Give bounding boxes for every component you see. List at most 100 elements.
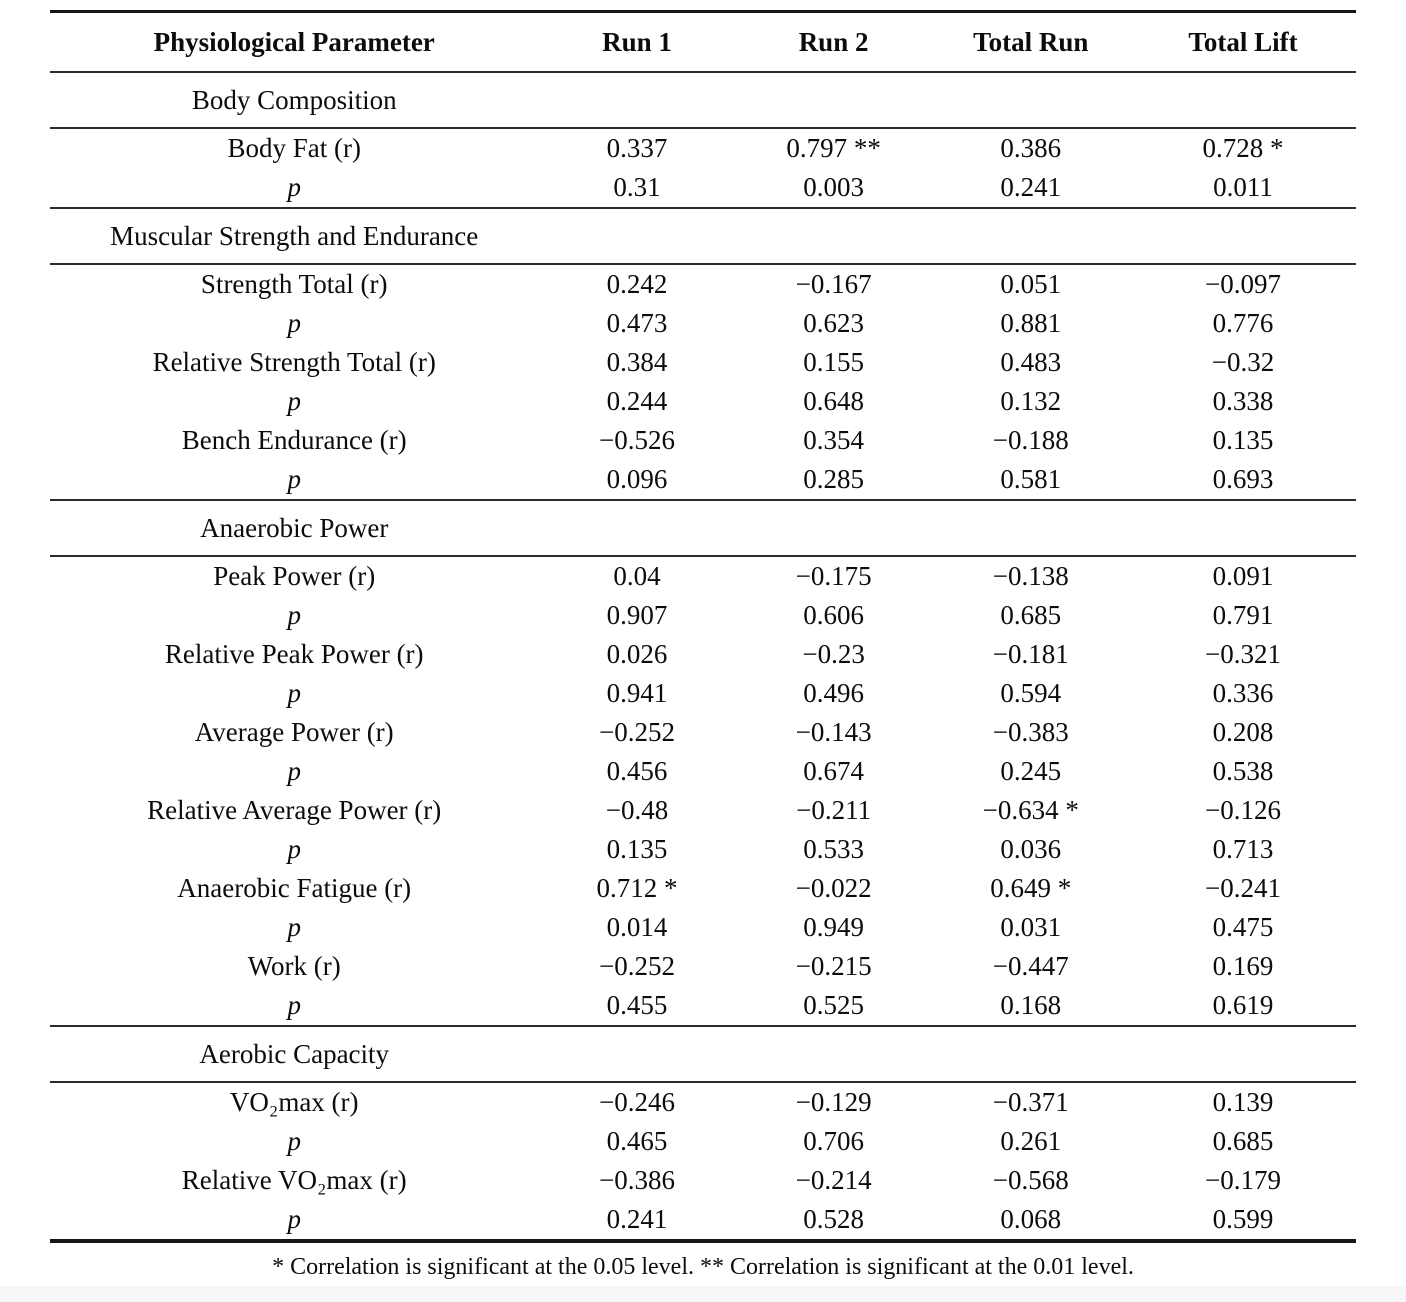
p-value-cell: 0.132 bbox=[1000, 386, 1062, 416]
r-value-row: Strength Total (r) 0.242 −0.167 0.051 −0.097 bbox=[50, 264, 1356, 304]
r-value-cell: −0.129 bbox=[795, 1087, 872, 1117]
p-value-cell: 0.685 bbox=[1212, 1126, 1274, 1156]
p-value-cell: 0.693 bbox=[1212, 464, 1274, 494]
p-value-cell: 0.245 bbox=[1000, 756, 1062, 786]
p-label-cell: p bbox=[287, 756, 301, 786]
p-value-cell: 0.941 bbox=[606, 678, 668, 708]
r-value-cell: −0.526 bbox=[599, 425, 676, 455]
r-value-cell: −0.383 bbox=[992, 717, 1069, 747]
r-value-cell: −0.211 bbox=[796, 795, 872, 825]
section-header-row: Anaerobic Power bbox=[50, 499, 1356, 557]
r-value-cell: 0.139 bbox=[1212, 1087, 1274, 1117]
p-value-cell: 0.31 bbox=[613, 172, 661, 202]
p-value-cell: 0.685 bbox=[1000, 600, 1062, 630]
p-value-cell: 0.096 bbox=[606, 464, 668, 494]
r-value-cell: 0.728 * bbox=[1202, 133, 1284, 163]
r-value-cell: −0.634 * bbox=[982, 795, 1079, 825]
p-value-row: p 0.455 0.525 0.168 0.619 bbox=[50, 986, 1356, 1026]
p-value-cell: 0.881 bbox=[1000, 308, 1062, 338]
r-value-cell: 0.386 bbox=[1000, 133, 1062, 163]
p-value-row: p 0.135 0.533 0.036 0.713 bbox=[50, 830, 1356, 869]
section-title: Anaerobic Power bbox=[50, 499, 539, 557]
param-cell: Bench Endurance (r) bbox=[181, 425, 407, 455]
r-value-cell: −0.32 bbox=[1211, 347, 1275, 377]
r-value-cell: −0.167 bbox=[795, 269, 872, 299]
r-value-row: Relative Peak Power (r) 0.026 −0.23 −0.181 −… bbox=[50, 635, 1356, 674]
p-value-cell: 0.648 bbox=[803, 386, 864, 416]
p-value-cell: 0.241 bbox=[606, 1204, 668, 1234]
p-label-cell: p bbox=[287, 990, 301, 1020]
column-header: Total Lift bbox=[1130, 11, 1356, 73]
p-label-cell: p bbox=[287, 834, 301, 864]
r-value-cell: 0.354 bbox=[803, 425, 864, 455]
p-value-row: p 0.244 0.648 0.132 0.338 bbox=[50, 382, 1356, 421]
p-label-cell: p bbox=[287, 912, 301, 942]
empty-cell bbox=[1130, 207, 1356, 265]
r-value-cell: −0.179 bbox=[1205, 1165, 1281, 1195]
r-value-cell: −0.252 bbox=[599, 951, 676, 981]
column-header: Run 1 bbox=[538, 11, 736, 73]
r-value-row: VO₂max (r) −0.246 −0.129 −0.371 0.139 bbox=[50, 1082, 1356, 1122]
section-header-row: Body Composition bbox=[50, 71, 1356, 129]
p-value-cell: 0.538 bbox=[1212, 756, 1274, 786]
r-value-row: Bench Endurance (r) −0.526 0.354 −0.188 0.13… bbox=[50, 421, 1356, 460]
empty-cell bbox=[538, 207, 736, 265]
p-value-cell: 0.674 bbox=[803, 756, 864, 786]
p-value-cell: 0.528 bbox=[803, 1204, 864, 1234]
p-label-cell: p bbox=[287, 600, 301, 630]
r-value-cell: −0.175 bbox=[795, 561, 872, 591]
p-value-cell: 0.336 bbox=[1212, 678, 1274, 708]
r-value-cell: 0.026 bbox=[606, 639, 668, 669]
r-value-cell: 0.712 * bbox=[596, 873, 678, 903]
section-title: Aerobic Capacity bbox=[50, 1025, 539, 1083]
empty-cell bbox=[931, 1025, 1131, 1083]
r-value-cell: −0.48 bbox=[605, 795, 669, 825]
p-value-cell: 0.014 bbox=[606, 912, 668, 942]
empty-cell bbox=[1130, 1025, 1356, 1083]
p-value-cell: 0.011 bbox=[1213, 172, 1273, 202]
section-header-row: Muscular Strength and Endurance bbox=[50, 207, 1356, 265]
p-value-cell: 0.949 bbox=[803, 912, 864, 942]
empty-cell bbox=[538, 1025, 736, 1083]
p-value-cell: 0.623 bbox=[803, 308, 864, 338]
r-value-cell: −0.386 bbox=[599, 1165, 676, 1195]
r-value-cell: −0.321 bbox=[1205, 639, 1281, 669]
empty-cell bbox=[1130, 499, 1356, 557]
p-value-cell: 0.533 bbox=[803, 834, 864, 864]
r-value-cell: −0.371 bbox=[992, 1087, 1069, 1117]
r-value-cell: −0.23 bbox=[802, 639, 865, 669]
p-value-cell: 0.244 bbox=[606, 386, 668, 416]
column-header: Run 2 bbox=[735, 11, 932, 73]
table-header-row: Physiological Parameter Run 1 Run 2 Total R… bbox=[50, 11, 1356, 73]
section-title: Body Composition bbox=[50, 71, 539, 129]
empty-cell bbox=[735, 499, 932, 557]
r-value-cell: 0.384 bbox=[606, 347, 668, 377]
param-cell: Peak Power (r) bbox=[213, 561, 376, 591]
page-bottom-strip bbox=[0, 1286, 1406, 1302]
r-value-cell: 0.337 bbox=[606, 133, 668, 163]
physiological-parameter-table: Physiological Parameter Run 1 Run 2 Total R… bbox=[50, 10, 1356, 1243]
r-value-row: Average Power (r) −0.252 −0.143 −0.383 0.208 bbox=[50, 713, 1356, 752]
p-value-cell: 0.791 bbox=[1212, 600, 1274, 630]
p-value-cell: 0.135 bbox=[606, 834, 668, 864]
section-title: Muscular Strength and Endurance bbox=[50, 207, 539, 265]
p-label-cell: p bbox=[287, 678, 301, 708]
p-value-cell: 0.285 bbox=[803, 464, 864, 494]
p-label-cell: p bbox=[287, 464, 301, 494]
r-value-row: Relative Strength Total (r) 0.384 0.155 0.4… bbox=[50, 343, 1356, 382]
r-value-cell: 0.135 bbox=[1212, 425, 1274, 455]
r-value-cell: 0.208 bbox=[1212, 717, 1274, 747]
empty-cell bbox=[538, 71, 736, 129]
p-value-cell: 0.003 bbox=[803, 172, 864, 202]
p-value-row: p 0.907 0.606 0.685 0.791 bbox=[50, 596, 1356, 635]
p-value-cell: 0.581 bbox=[1000, 464, 1062, 494]
p-value-cell: 0.594 bbox=[1000, 678, 1062, 708]
empty-cell bbox=[735, 207, 932, 265]
r-value-cell: −0.241 bbox=[1205, 873, 1281, 903]
r-value-cell: 0.155 bbox=[803, 347, 864, 377]
r-value-cell: −0.143 bbox=[795, 717, 872, 747]
param-cell: Relative Strength Total (r) bbox=[152, 347, 436, 377]
empty-cell bbox=[931, 71, 1131, 129]
empty-cell bbox=[931, 499, 1131, 557]
r-value-cell: −0.252 bbox=[599, 717, 676, 747]
